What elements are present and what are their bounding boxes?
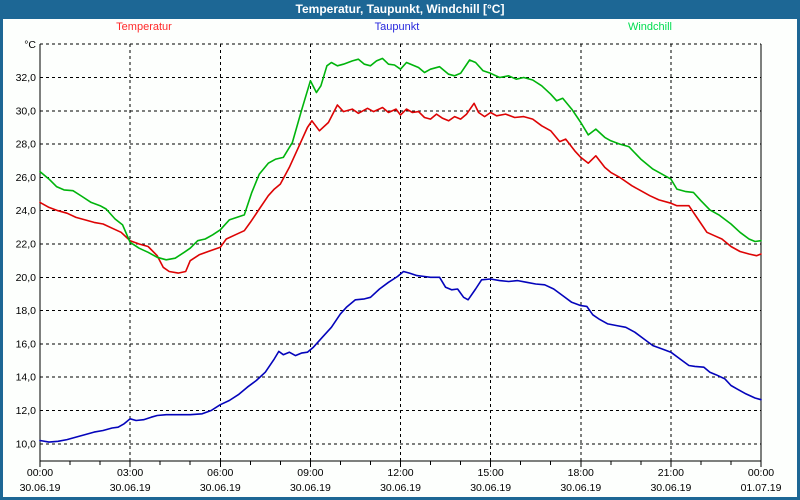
series-line-temperatur [39,102,762,274]
x-tick-time: 21:00 [658,467,684,479]
x-tick-time: 18:00 [568,467,594,479]
y-tick-label: 12,0 [16,405,37,417]
legend-item-windchill: Windchill [627,21,672,33]
y-axis-unit-label: °C [24,39,36,51]
x-tick-time: 15:00 [477,467,503,479]
y-tick-label: 20,0 [16,272,37,284]
x-tick-time: 09:00 [297,467,323,479]
x-tick-time: 00:00 [748,467,774,479]
x-tick-date: 01.07.19 [741,482,782,494]
x-tick-time: 06:00 [207,467,233,479]
y-tick-label: 16,0 [16,338,37,350]
chart-legend: Temperatur Taupunkt Windchill [0,21,800,39]
y-tick-label: 22,0 [16,239,37,251]
y-tick-label: 30,0 [16,105,37,117]
y-tick-label: 28,0 [16,139,37,151]
series-line-taupunkt [39,270,762,443]
x-tick-time: 03:00 [117,467,143,479]
y-tick-label: 10,0 [16,438,37,450]
x-tick-date: 30.06.19 [560,482,601,494]
window-title: Temperatur, Taupunkt, Windchill [°C] [295,2,505,16]
x-tick-date: 30.06.19 [200,482,241,494]
x-tick-date: 30.06.19 [20,482,61,494]
y-tick-label: 32,0 [16,72,37,84]
x-tick-time: 12:00 [387,467,413,479]
y-tick-label: 24,0 [16,205,37,217]
x-tick-time: 00:00 [27,467,53,479]
x-tick-date: 30.06.19 [650,482,691,494]
legend-item-taupunkt: Taupunkt [374,21,420,33]
series-line-windchill [39,57,762,261]
x-tick-date: 30.06.19 [470,482,511,494]
title-bar: Temperatur, Taupunkt, Windchill [°C] [0,0,800,19]
x-tick-date: 30.06.19 [290,482,331,494]
legend-item-temperatur: Temperatur [116,21,172,33]
y-tick-label: 14,0 [16,372,37,384]
x-tick-date: 30.06.19 [110,482,151,494]
x-tick-date: 30.06.19 [380,482,421,494]
y-tick-label: 18,0 [16,305,37,317]
y-tick-label: 26,0 [16,172,37,184]
